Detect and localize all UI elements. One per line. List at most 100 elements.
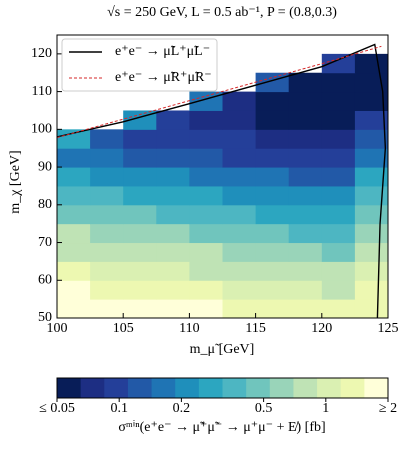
contour-cell: [156, 167, 190, 187]
contour-cell: [222, 148, 257, 168]
y-tick-label: 60: [38, 272, 52, 287]
contour-cell: [354, 53, 389, 74]
contour-cell: [321, 167, 356, 187]
contour-cell: [156, 223, 190, 244]
contour-cell: [354, 280, 389, 300]
contour-cell: [90, 129, 124, 149]
contour-cell: [321, 223, 356, 244]
contour-cell: [288, 242, 323, 262]
contour-cell: [354, 299, 389, 319]
y-tick-label: 120: [31, 46, 52, 61]
contour-cell: [321, 261, 356, 281]
contour-cell: [123, 185, 157, 206]
contour-cell: [57, 242, 91, 262]
contour-cell: [354, 167, 389, 187]
contour-cell: [123, 223, 157, 244]
contour-cell: [255, 299, 290, 319]
contour-cell: [255, 280, 290, 300]
contour-cell: [90, 185, 124, 206]
contour-cell: [57, 129, 91, 149]
colorbar-swatch: [222, 378, 247, 398]
contour-cell: [288, 261, 323, 281]
contour-cell: [354, 129, 389, 149]
contour-cell: [189, 261, 223, 281]
colorbar-swatch: [317, 378, 342, 398]
colorbar-swatch: [151, 378, 176, 398]
colorbar-label: σᵐⁱⁿ(e⁺e⁻ → μ̃⁺μ̃⁻ → μ⁺μ⁻ + E̸) [fb]: [118, 420, 325, 435]
contour-cell: [222, 261, 257, 281]
contour-cell: [255, 91, 290, 111]
colorbar-swatch: [80, 378, 105, 398]
contour-cell: [222, 185, 257, 206]
contour-cell: [222, 129, 257, 149]
contour-cell: [321, 185, 356, 206]
contour-cell: [123, 280, 157, 300]
x-tick-label: 100: [47, 321, 68, 336]
contour-cell: [156, 204, 190, 225]
contour-cell: [90, 261, 124, 281]
contour-cell: [321, 53, 356, 74]
contour-cell: [90, 299, 124, 319]
colorbar-swatch: [57, 378, 82, 398]
x-tick-label: 120: [311, 321, 332, 336]
contour-cell: [222, 223, 257, 244]
contour-cell: [57, 167, 91, 187]
contour-cell: [189, 148, 223, 168]
contour-cell: [57, 280, 91, 300]
contour-cell: [57, 148, 91, 168]
contour-cell: [90, 167, 124, 187]
x-tick-label: 110: [179, 321, 199, 336]
contour-cell: [189, 223, 223, 244]
x-tick-label: 125: [378, 321, 399, 336]
contour-cell: [156, 129, 190, 149]
colorbar-tick-label: ≥ 2: [379, 401, 397, 416]
contour-cell: [57, 185, 91, 206]
legend-label: e⁺e⁻ → μ̃R⁺μ̃R⁻: [115, 70, 212, 85]
x-tick-label: 105: [113, 321, 134, 336]
contour-cell: [321, 204, 356, 225]
contour-cell: [156, 110, 190, 130]
contour-cell: [189, 204, 223, 225]
contour-cell: [288, 204, 323, 225]
contour-cell: [222, 204, 257, 225]
x-tick-label: 115: [245, 321, 265, 336]
colorbar-swatch: [269, 378, 294, 398]
contour-cell: [57, 204, 91, 225]
colorbar-tick-label: 0.1: [110, 401, 128, 416]
contour-cell: [354, 204, 389, 225]
contour-cell: [288, 280, 323, 300]
contour-cell: [288, 185, 323, 206]
contour-cell: [156, 185, 190, 206]
contour-cell: [288, 91, 323, 111]
contour-cell: [90, 204, 124, 225]
contour-cell: [354, 91, 389, 111]
colorbar-swatch: [127, 378, 153, 398]
y-tick-label: 90: [38, 159, 52, 174]
contour-cell: [321, 110, 356, 130]
contour-cell: [222, 242, 257, 262]
contour-cell: [288, 72, 323, 93]
y-tick-label: 110: [32, 84, 52, 99]
colorbar-swatch: [175, 378, 200, 398]
contour-cell: [90, 148, 124, 168]
contour-cell: [255, 148, 290, 168]
contour-cell: [288, 129, 323, 149]
boundary-line: [56, 45, 382, 139]
contour-cell: [57, 261, 91, 281]
contour-cell: [123, 148, 157, 168]
contour-cell: [321, 72, 356, 93]
colorbar-tick-label: 0.2: [173, 401, 191, 416]
contour-cell: [288, 110, 323, 130]
contour-cell: [189, 91, 223, 111]
plot-frame: [56, 34, 389, 319]
contour-cell: [90, 280, 124, 300]
colorbar-tick-label: 1: [322, 401, 329, 416]
contour-cell: [156, 280, 190, 300]
y-tick-label: 80: [38, 197, 52, 212]
colorbar-swatch: [364, 378, 389, 398]
contour-cell: [189, 280, 223, 300]
colorbar-tick-label: ≤ 0.05: [39, 401, 75, 416]
contour-cell: [321, 242, 356, 262]
contour-cell: [255, 261, 290, 281]
contour-cell: [189, 129, 223, 149]
